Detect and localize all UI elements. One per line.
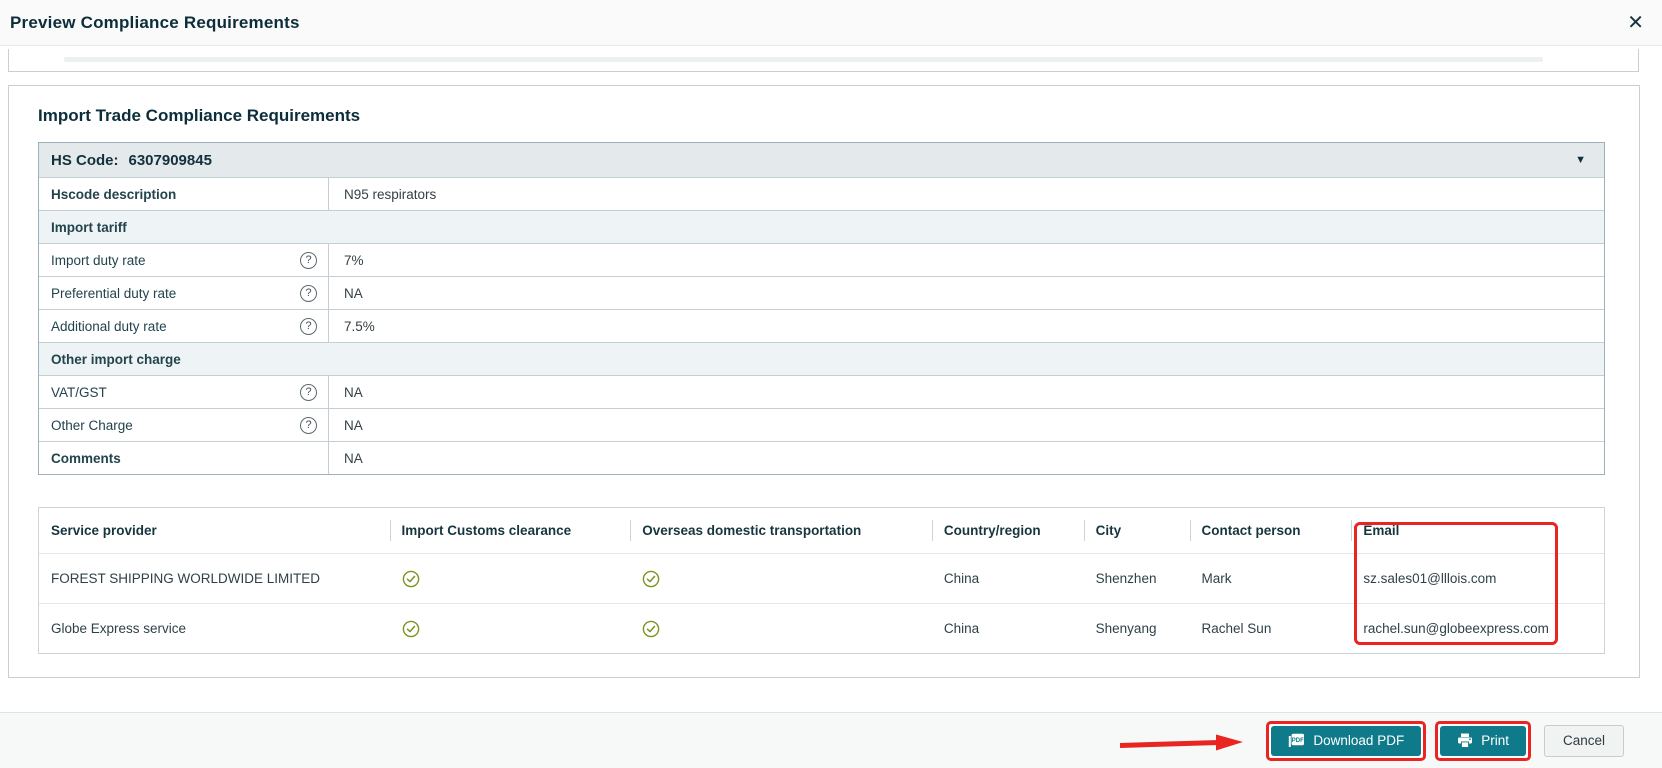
hs-code-value: 6307909845: [128, 151, 212, 169]
overseas-transportation-cell: [630, 554, 932, 603]
country-cell: China: [943, 571, 980, 586]
city-cell: Shenyang: [1095, 621, 1157, 636]
row-label: Comments: [39, 442, 329, 474]
row-label-text: Import duty rate: [51, 252, 146, 268]
help-icon[interactable]: ?: [300, 284, 317, 302]
contact-person-cell: Rachel Sun: [1201, 621, 1272, 636]
row-label-text: Other Charge: [51, 417, 133, 433]
hs-code-header[interactable]: HS Code: 6307909845 ▼: [39, 143, 1604, 177]
help-icon[interactable]: ?: [300, 416, 317, 434]
import-customs-clearance-cell: [390, 604, 631, 653]
section-row-other-import-charge: Other import charge: [39, 342, 1604, 375]
close-icon[interactable]: ✕: [1627, 11, 1644, 34]
row-label-text: Preferential duty rate: [51, 285, 177, 301]
row-value: NA: [344, 417, 363, 433]
hs-code-heading: HS Code: 6307909845: [51, 152, 212, 169]
row-label: Preferential duty rate ?: [39, 277, 329, 309]
row-label: Hscode description: [39, 178, 329, 210]
check-icon: [402, 570, 419, 587]
row-label-text: VAT/GST: [51, 384, 107, 400]
check-icon: [642, 570, 660, 587]
column-header-contact-person: Contact person: [1189, 508, 1352, 553]
table-row: Comments NA: [39, 441, 1604, 474]
column-header-country-region: Country/region: [931, 508, 1084, 553]
table-row: Globe Express service China Shenyang Rac…: [39, 603, 1604, 653]
row-label-text: Additional duty rate: [51, 318, 167, 334]
printer-icon: [1458, 733, 1473, 748]
card-title: Import Trade Compliance Requirements: [38, 106, 361, 125]
cancel-button[interactable]: Cancel: [1543, 724, 1624, 757]
help-icon[interactable]: ?: [300, 251, 317, 269]
column-header-overseas-domestic-transportation: Overseas domestic transportation: [630, 508, 932, 553]
hs-code-table: HS Code: 6307909845 ▼ Hscode description…: [38, 142, 1605, 475]
row-label: Import duty rate ?: [39, 244, 329, 276]
row-label-text: Comments: [51, 450, 121, 466]
print-button[interactable]: Print: [1440, 725, 1526, 756]
print-annotation-box: Print: [1435, 720, 1531, 761]
import-compliance-card: Import Trade Compliance Requirements HS …: [8, 85, 1640, 678]
modal-header: Preview Compliance Requirements ✕: [0, 0, 1662, 46]
previous-panel-partial: [8, 49, 1639, 72]
row-value: NA: [344, 285, 363, 301]
svg-text:PDF: PDF: [1292, 738, 1304, 744]
row-label: Additional duty rate ?: [39, 310, 329, 342]
column-header-email: Email: [1351, 508, 1604, 553]
provider-name: FOREST SHIPPING WORLDWIDE LIMITED: [51, 571, 321, 586]
row-label-text: Hscode description: [51, 186, 177, 202]
import-customs-clearance-cell: [390, 554, 631, 603]
provider-name: Globe Express service: [51, 621, 187, 636]
check-icon: [402, 620, 419, 637]
page-title: Preview Compliance Requirements: [10, 12, 300, 32]
row-label: Other Charge ?: [39, 409, 329, 441]
row-label: VAT/GST ?: [39, 376, 329, 408]
table-row: Other Charge ? NA: [39, 408, 1604, 441]
row-value: 7.5%: [344, 318, 375, 334]
help-icon[interactable]: ?: [300, 383, 317, 401]
previous-panel-content-sliver: [64, 57, 1543, 62]
pdf-icon: PDF: [1289, 733, 1305, 747]
download-pdf-label: Download PDF: [1313, 733, 1405, 748]
row-value: NA: [344, 384, 363, 400]
email-cell: sz.sales01@lllois.com: [1363, 571, 1497, 586]
table-row: Hscode description N95 respirators: [39, 177, 1604, 210]
table-row: Import duty rate ? 7%: [39, 243, 1604, 276]
help-icon[interactable]: ?: [300, 317, 317, 335]
overseas-transportation-cell: [630, 604, 932, 653]
email-cell: rachel.sun@globeexpress.com: [1363, 621, 1549, 636]
check-icon: [642, 620, 660, 637]
table-row: VAT/GST ? NA: [39, 375, 1604, 408]
table-row: Preferential duty rate ? NA: [39, 276, 1604, 309]
contact-person-cell: Mark: [1201, 571, 1232, 586]
download-pdf-annotation-box: PDF Download PDF: [1266, 720, 1427, 761]
row-value: 7%: [344, 252, 364, 268]
row-value: N95 respirators: [344, 186, 437, 202]
hs-code-label: HS Code:: [51, 151, 119, 169]
chevron-down-icon[interactable]: ▼: [1575, 154, 1586, 166]
table-header-row: Service provider Import Customs clearanc…: [39, 508, 1604, 553]
print-label: Print: [1481, 733, 1509, 748]
table-row: FOREST SHIPPING WORLDWIDE LIMITED China …: [39, 553, 1604, 603]
column-header-city: City: [1083, 508, 1190, 553]
service-provider-table: Service provider Import Customs clearanc…: [38, 507, 1605, 654]
city-cell: Shenzhen: [1095, 571, 1157, 586]
row-value: NA: [344, 450, 363, 466]
column-header-service-provider: Service provider: [51, 523, 157, 538]
download-pdf-button[interactable]: PDF Download PDF: [1271, 725, 1422, 756]
section-row-import-tariff: Import tariff: [39, 210, 1604, 243]
modal-footer: PDF Download PDF Print Cancel: [0, 712, 1662, 768]
table-row: Additional duty rate ? 7.5%: [39, 309, 1604, 342]
column-header-import-customs-clearance: Import Customs clearance: [389, 508, 631, 553]
country-cell: China: [943, 621, 980, 636]
